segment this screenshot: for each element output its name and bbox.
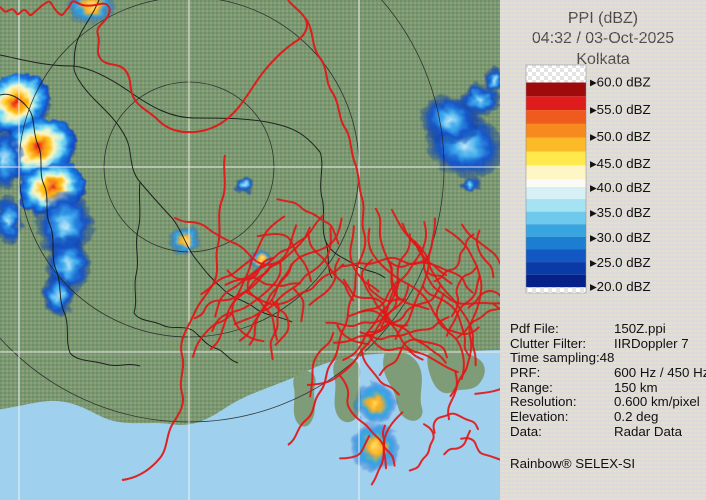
svg-text:▸45.0 dBZ: ▸45.0 dBZ bbox=[590, 156, 651, 171]
svg-text:▸30.0 dBZ: ▸30.0 dBZ bbox=[590, 230, 651, 245]
svg-text:▸35.0 dBZ: ▸35.0 dBZ bbox=[590, 205, 651, 220]
svg-text:▸40.0 dBZ: ▸40.0 dBZ bbox=[590, 180, 651, 195]
svg-text:▸50.0 dBZ: ▸50.0 dBZ bbox=[590, 129, 651, 144]
svg-text:▸20.0 dBZ: ▸20.0 dBZ bbox=[590, 279, 651, 294]
svg-text:▸25.0 dBZ: ▸25.0 dBZ bbox=[590, 255, 651, 270]
svg-text:▸55.0 dBZ: ▸55.0 dBZ bbox=[590, 102, 651, 117]
svg-text:▸60.0 dBZ: ▸60.0 dBZ bbox=[590, 75, 651, 90]
